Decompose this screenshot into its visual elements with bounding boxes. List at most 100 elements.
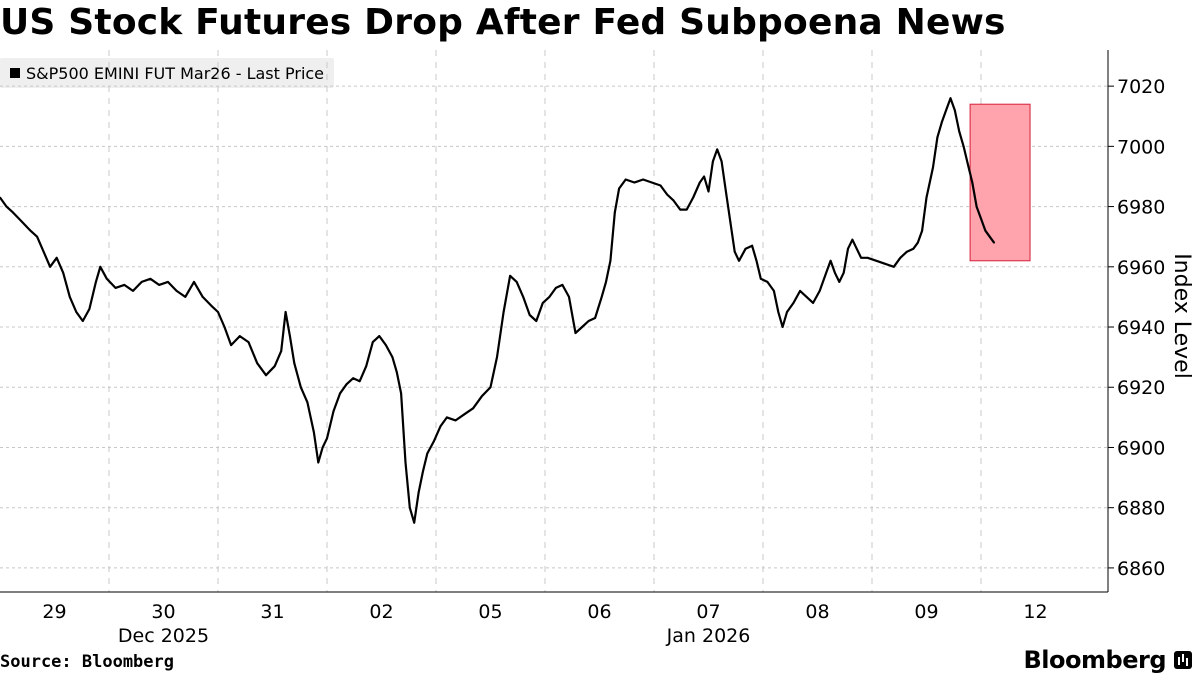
y-tick-label: 6860: [1117, 558, 1165, 580]
price-point: [899, 256, 902, 259]
price-point: [855, 247, 858, 250]
price-point: [193, 280, 195, 283]
price-point: [417, 491, 420, 494]
grid-layer: [0, 50, 1108, 592]
price-point: [594, 317, 597, 319]
bloomberg-logo: Bloomberg: [1024, 646, 1192, 674]
price-point: [210, 305, 213, 307]
price-point: [75, 311, 78, 313]
price-point: [158, 283, 161, 286]
price-point: [55, 256, 58, 259]
price-point: [166, 280, 169, 283]
price-point: [609, 259, 612, 262]
price-point: [99, 265, 102, 268]
price-point: [273, 365, 276, 368]
price-point: [993, 241, 995, 244]
price-point: [29, 229, 32, 232]
y-axis-title: Index Level: [1169, 253, 1194, 379]
price-point: [866, 256, 869, 259]
price-point: [733, 250, 736, 253]
price-point: [20, 220, 23, 223]
price-point: [945, 109, 948, 112]
highlight-box: [969, 103, 1031, 262]
price-point: [633, 181, 636, 184]
price-point: [984, 229, 987, 232]
price-point: [792, 302, 795, 304]
price-point: [384, 344, 387, 346]
price-point: [962, 145, 965, 148]
y-tick-label: 6940: [1117, 317, 1165, 339]
x-tick-label: 05: [478, 601, 502, 623]
price-point: [884, 262, 886, 265]
price-point: [408, 506, 411, 509]
price-point: [5, 205, 8, 208]
price-point: [729, 220, 732, 223]
price-point: [574, 332, 577, 334]
price-point: [439, 425, 442, 428]
price-point: [818, 289, 821, 292]
price-point: [528, 314, 531, 316]
price-point: [284, 311, 287, 313]
price-point: [132, 289, 134, 292]
price-point: [744, 247, 747, 250]
price-point: [916, 241, 919, 244]
price-point: [105, 277, 108, 280]
series-layer: [0, 97, 995, 524]
price-point: [358, 380, 361, 383]
price-point: [698, 181, 701, 184]
highlight-layer: [969, 103, 1031, 262]
y-tick-label: 6960: [1117, 257, 1165, 279]
price-point: [851, 238, 854, 241]
price-point: [400, 392, 403, 395]
price-point: [975, 205, 978, 208]
price-point: [454, 419, 457, 422]
x-tick-label: 07: [696, 601, 720, 623]
price-point: [716, 148, 719, 151]
price-point: [140, 280, 143, 283]
price-point: [875, 259, 878, 262]
month-label: Jan 2026: [666, 625, 751, 647]
price-point: [201, 296, 204, 298]
price-point: [123, 283, 126, 286]
price-point: [378, 335, 381, 337]
price-point: [773, 289, 775, 292]
price-point: [463, 413, 466, 416]
price-point: [62, 271, 65, 274]
chart-title: US Stock Futures Drop After Fed Subpoena…: [0, 2, 1006, 43]
price-point: [365, 365, 368, 368]
price-point: [432, 440, 435, 443]
price-point: [720, 160, 723, 163]
price-point: [940, 121, 943, 124]
price-point: [624, 178, 627, 181]
price-point: [371, 341, 374, 343]
x-tick-label: 30: [151, 601, 175, 623]
price-point: [509, 274, 512, 277]
price-point: [799, 289, 801, 292]
price-point: [223, 326, 226, 328]
price-point: [666, 193, 668, 196]
price-point: [988, 235, 991, 238]
price-point: [317, 461, 320, 464]
legend-label: S&P500 EMINI FUT Mar26 - Last Price: [26, 63, 325, 83]
price-point: [404, 461, 407, 464]
y-tick-label: 6920: [1117, 377, 1165, 399]
price-point: [703, 175, 706, 178]
price-point: [967, 163, 969, 166]
price-point: [980, 217, 982, 220]
price-point: [81, 320, 84, 322]
price-point: [650, 181, 653, 184]
price-point: [711, 160, 714, 163]
price-point: [326, 437, 328, 440]
price-point: [313, 431, 315, 434]
price-point: [480, 395, 483, 398]
price-point: [472, 407, 474, 410]
price-point: [912, 247, 915, 250]
price-point: [391, 356, 394, 359]
price-point: [618, 187, 621, 190]
price-point: [568, 296, 570, 298]
price-point: [777, 311, 780, 313]
price-point: [114, 286, 117, 289]
price-point: [352, 377, 355, 380]
price-point: [921, 229, 924, 232]
price-point: [321, 446, 324, 449]
